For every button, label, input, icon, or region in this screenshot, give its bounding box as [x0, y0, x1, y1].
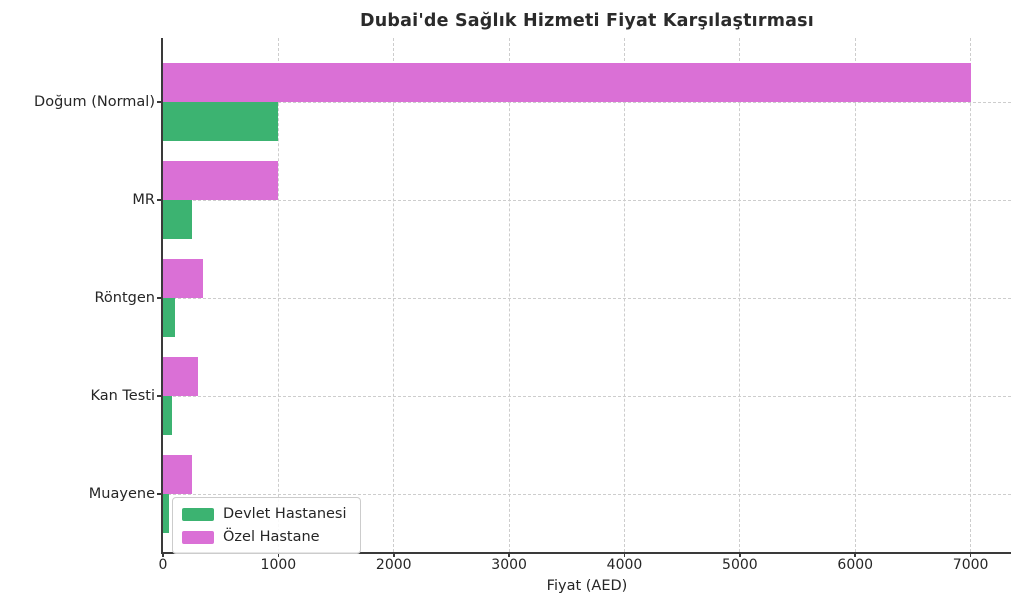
bar-ozel-hastane: [163, 357, 198, 396]
plot-area: Devlet Hastanesi Özel Hastane: [161, 38, 1011, 554]
vertical-gridline: [623, 38, 625, 552]
x-tick-mark: [623, 552, 626, 557]
x-tick-label: 7000: [952, 557, 989, 573]
horizontal-gridline: [163, 395, 1011, 397]
bar-devlet-hastanesi: [163, 102, 279, 141]
vertical-gridline: [739, 38, 741, 552]
x-tick-label: 1000: [260, 557, 297, 573]
bar-ozel-hastane: [163, 161, 279, 200]
bar-ozel-hastane: [163, 63, 971, 102]
legend-swatch-ozel-icon: [182, 530, 214, 544]
y-tick-label: Doğum (Normal): [34, 94, 155, 110]
y-tick-mark: [157, 199, 162, 201]
x-tick-label: 5000: [722, 557, 758, 573]
y-tick-mark: [157, 395, 162, 397]
legend-label-devlet: Devlet Hastanesi: [223, 506, 347, 522]
vertical-gridline: [393, 38, 395, 552]
y-tick-label: Muayene: [88, 486, 155, 502]
x-tick-label: 6000: [837, 557, 874, 573]
bar-ozel-hastane: [163, 455, 192, 494]
legend-label-ozel: Özel Hastane: [223, 529, 320, 545]
vertical-gridline: [854, 38, 856, 552]
vertical-gridline: [277, 38, 279, 552]
legend-swatch-devlet-icon: [182, 507, 214, 521]
horizontal-gridline: [163, 493, 1011, 495]
y-tick-mark: [157, 493, 162, 495]
bar-devlet-hastanesi: [163, 396, 173, 435]
horizontal-gridline: [163, 199, 1011, 201]
x-tick-mark: [392, 552, 395, 557]
x-tick-mark: [854, 552, 857, 557]
y-tick-label: Kan Testi: [90, 388, 155, 404]
x-tick-mark: [277, 552, 280, 557]
horizontal-gridline: [163, 101, 1011, 103]
x-tick-mark: [969, 552, 972, 557]
x-tick-label: 2000: [375, 557, 412, 573]
legend-item-ozel: Özel Hastane: [182, 527, 347, 547]
bar-devlet-hastanesi: [163, 494, 169, 533]
bar-devlet-hastanesi: [163, 200, 192, 239]
vertical-gridline: [970, 38, 972, 552]
x-tick-mark: [162, 552, 164, 557]
x-axis-label: Fiyat (AED): [546, 578, 628, 594]
chart-title: Dubai'de Sağlık Hizmeti Fiyat Karşılaştı…: [360, 11, 814, 31]
x-tick-mark: [739, 552, 741, 557]
x-tick-label: 4000: [606, 557, 643, 573]
bar-devlet-hastanesi: [163, 298, 175, 337]
y-tick-label: Röntgen: [94, 290, 156, 306]
x-tick-label: 0: [158, 557, 168, 573]
legend-item-devlet: Devlet Hastanesi: [182, 504, 347, 524]
vertical-gridline: [508, 38, 510, 552]
y-tick-mark: [157, 101, 162, 103]
horizontal-gridline: [163, 297, 1011, 299]
y-tick-label: MR: [132, 192, 155, 208]
x-tick-mark: [508, 552, 510, 557]
bar-ozel-hastane: [163, 259, 204, 298]
y-tick-mark: [157, 297, 162, 299]
x-tick-label: 3000: [491, 557, 527, 573]
legend: Devlet Hastanesi Özel Hastane: [172, 497, 361, 554]
